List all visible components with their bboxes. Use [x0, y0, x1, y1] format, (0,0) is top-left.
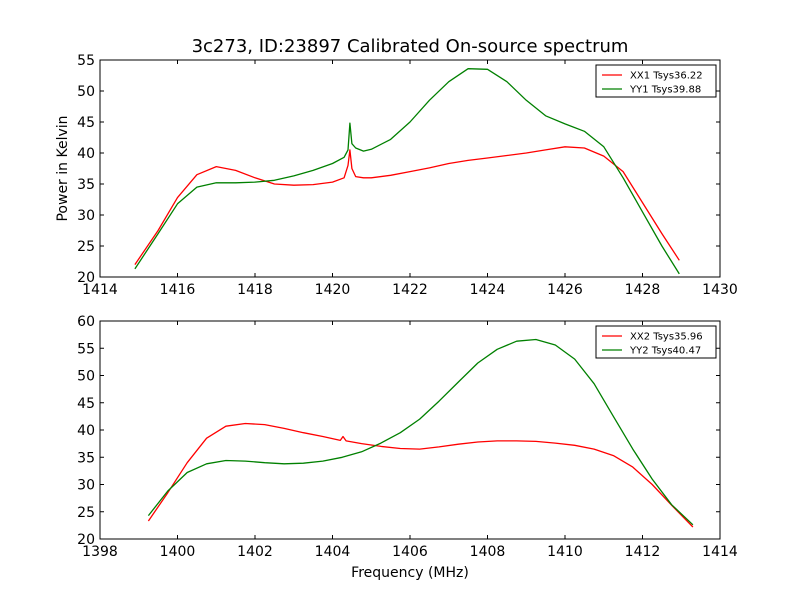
y-tick-label: 50: [77, 369, 95, 385]
y-tick-label: 45: [77, 115, 95, 131]
y-axis-label: Power in Kelvin: [55, 115, 71, 221]
y-tick-label: 25: [77, 239, 95, 255]
legend-label: XX1 Tsys36.22: [630, 71, 703, 82]
y-tick-label: 45: [77, 396, 95, 412]
subplots: 1414 1416 1418 1420 1422 1424 1426 1428 1430 20 25…: [55, 53, 738, 560]
x-tick-label: 1428: [625, 282, 661, 298]
x-tick-label: 1424: [470, 282, 506, 298]
legend-label: XX2 Tsys35.96: [630, 332, 703, 343]
x-tick-label: 1404: [315, 544, 351, 560]
series-line-1-2: [134, 68, 680, 275]
legend-2: XX2 Tsys35.96 YY2 Tsys40.47: [595, 325, 717, 359]
x-tick-label: 1414: [82, 282, 118, 298]
y-tick-label: 30: [77, 478, 95, 494]
legend-box: [595, 64, 717, 98]
y-tick-label: 55: [77, 53, 95, 69]
y-tick-label: 50: [77, 84, 95, 100]
y-tick-label: 35: [77, 450, 95, 466]
chart-title: 3c273, ID:23897 Calibrated On-source spe…: [192, 36, 629, 57]
y-tick-label: 25: [77, 505, 95, 521]
x-tick-label: 1430: [702, 282, 738, 298]
x-tick-label: 1418: [237, 282, 273, 298]
x-tick-label: 1410: [547, 544, 583, 560]
legend-1: XX1 Tsys36.22 YY1 Tsys39.88: [595, 64, 717, 98]
y-tick-label: 20: [77, 532, 95, 548]
y-tick-label: 40: [77, 423, 95, 439]
y-tick-label: 20: [77, 270, 95, 286]
series-line-1-1: [134, 146, 680, 265]
x-tick-label: 1402: [237, 544, 273, 560]
series-line-2-2: [147, 338, 694, 526]
x-tick-label: 1400: [160, 544, 196, 560]
x-tick-label: 1414: [702, 544, 738, 560]
legend-box: [595, 325, 717, 359]
y-tick-label: 30: [77, 208, 95, 224]
series-line-2-1: [147, 422, 694, 528]
x-tick-label: 1422: [392, 282, 428, 298]
y-tick-label: 60: [77, 314, 95, 330]
x-axis-label: Frequency (MHz): [351, 565, 469, 581]
x-tick-label: 1398: [82, 544, 118, 560]
legend-label: YY2 Tsys40.47: [629, 346, 701, 357]
x-tick-label: 1412: [625, 544, 661, 560]
y-tick-label: 35: [77, 177, 95, 193]
x-tick-label: 1420: [315, 282, 351, 298]
x-tick-label: 1426: [547, 282, 583, 298]
x-tick-label: 1406: [392, 544, 428, 560]
y-tick-label: 55: [77, 341, 95, 357]
subplot-1: 1414 1416 1418 1420 1422 1424 1426 1428 1430 20 25…: [55, 53, 738, 298]
x-tick-label: 1416: [160, 282, 196, 298]
y-tick-label: 40: [77, 146, 95, 162]
subplot-2: 1398 1400 1402 1404 1406 1408 1410 1412 1414 20 25…: [77, 314, 738, 560]
x-tick-label: 1408: [470, 544, 506, 560]
legend-label: YY1 Tsys39.88: [629, 85, 701, 96]
